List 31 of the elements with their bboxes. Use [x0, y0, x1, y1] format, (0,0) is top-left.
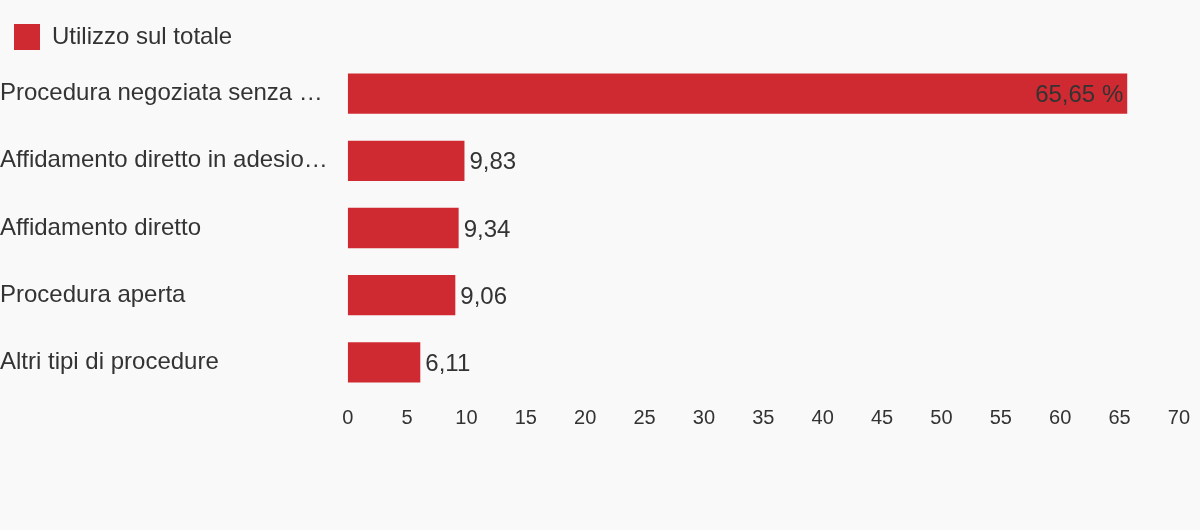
bar	[347, 275, 456, 316]
bar	[347, 207, 459, 249]
data-label: 9,06	[460, 281, 508, 309]
x-tick-label: 50	[930, 405, 953, 428]
y-tick-label: Procedura aperta	[0, 279, 187, 307]
x-tick-label: 40	[811, 405, 834, 428]
x-tick-label: 55	[989, 405, 1012, 428]
x-tick-label: 30	[692, 405, 716, 428]
y-tick-label: Altri tipi di procedure	[0, 347, 219, 375]
data-label: 9,34	[463, 214, 511, 242]
data-label: 65,65 %	[1035, 80, 1124, 108]
x-tick-label: 15	[514, 405, 537, 428]
y-tick-label: Procedura negoziata senza …	[0, 78, 323, 106]
x-tick-label: 70	[1167, 405, 1190, 428]
x-tick-label: 45	[870, 405, 894, 428]
x-tick-label: 25	[633, 405, 656, 428]
bar	[347, 140, 465, 181]
data-label: 6,11	[425, 349, 471, 377]
legend-label: Utilizzo sul totale	[52, 21, 233, 49]
x-tick-label: 0	[342, 405, 354, 428]
bar	[347, 342, 421, 383]
x-tick-label: 65	[1108, 405, 1131, 428]
x-tick-label: 5	[401, 405, 413, 428]
bar	[347, 73, 1128, 114]
x-tick-label: 10	[455, 405, 478, 428]
x-tick-label: 35	[752, 405, 775, 428]
x-tick-label: 60	[1049, 405, 1072, 428]
y-tick-label: Affidamento diretto	[0, 212, 202, 240]
y-tick-label: Affidamento diretto in adesio…	[0, 145, 328, 173]
x-tick-label: 20	[574, 405, 597, 428]
data-label: 9,83	[469, 147, 517, 175]
